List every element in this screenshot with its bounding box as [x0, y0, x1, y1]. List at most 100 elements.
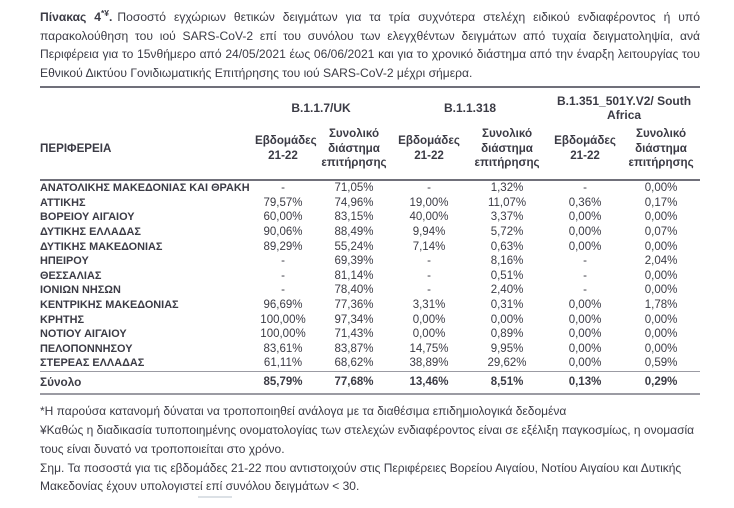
region-cell: ΚΡΗΤΗΣ — [40, 313, 85, 326]
region-cell: ΗΠΕΙΡΟΥ — [40, 255, 89, 268]
subheader-total-b11318: Συνολικό διάστημα επιτήρησης — [466, 124, 549, 181]
subheader-weeks-uk: Εβδομάδες 21-22 — [250, 124, 317, 181]
region-cell: ΑΝΑΤΟΛΙΚΗΣ ΜΑΚΕΔΟΝΙΑΣ ΚΑΙ ΘΡΑΚΗΣ — [40, 182, 250, 195]
value-cell: 0,00% — [568, 211, 602, 224]
region-cell: ΙΟΝΙΩΝ ΝΗΣΩΝ — [40, 284, 121, 297]
value-cell: - — [427, 255, 431, 268]
value-cell: 3,31% — [412, 299, 446, 312]
value-cell: - — [427, 284, 431, 297]
value-cell: 2,04% — [644, 255, 678, 268]
value-cell: 68,62% — [334, 357, 374, 370]
value-cell: 74,96% — [334, 196, 374, 209]
region-column-spacer — [40, 86, 250, 125]
value-cell: 79,57% — [263, 196, 303, 209]
region-cell: ΣΤΕΡΕΑΣ ΕΛΛΑΔΑΣ — [40, 357, 145, 370]
subheader-total-south-africa: Συνολικό διάστημα επιτήρησης — [622, 124, 701, 181]
value-cell: 0,00% — [644, 328, 678, 341]
value-cell: 0,63% — [490, 240, 524, 253]
footnote-distribution: *Η παρούσα κατανομή δύναται να τροποποιη… — [40, 404, 567, 419]
value-cell: 85,79% — [250, 370, 316, 396]
region-cell: ΚΕΝΤΡΙΚΗΣ ΜΑΚΕΔΟΝΙΑΣ — [40, 299, 179, 312]
value-cell: 0,00% — [644, 182, 678, 195]
value-cell: 7,14% — [412, 240, 446, 253]
value-cell: 38,89% — [409, 357, 449, 370]
variant-group-south-africa: B.1.351_501Y.V2/ South Africa — [548, 86, 701, 125]
value-cell: - — [583, 284, 587, 297]
value-cell: 11,07% — [487, 196, 527, 209]
region-cell: ΠΕΛΟΠΟΝΝΗΣΟΥ — [40, 342, 133, 355]
total-label-cell: Σύνολο — [40, 370, 250, 396]
value-cell: - — [427, 182, 431, 195]
value-cell: 0,00% — [568, 342, 602, 355]
value-cell: 0,00% — [644, 313, 678, 326]
value-cell: 40,00% — [409, 211, 449, 224]
value-cell: 100,00% — [260, 313, 306, 326]
variant-group-uk: B.1.1.7/UK — [250, 86, 393, 125]
region-cell: ΒΟΡΕΙΟΥ ΑΙΓΑΙΟΥ — [40, 211, 135, 224]
value-cell: 0,07% — [644, 226, 678, 239]
value-cell: 83,87% — [334, 342, 374, 355]
region-cell: ΔΥΤΙΚΗΣ ΜΑΚΕΔΟΝΙΑΣ — [40, 240, 163, 253]
value-cell: 0,29% — [622, 370, 701, 396]
table-total-row: Σύνολο 85,79% 77,68% 13,46% 8,51% 0,13% 0,29% — [40, 370, 701, 396]
value-cell: - — [583, 255, 587, 268]
table-header: B.1.1.7/UK B.1.1.318 B.1.351_501Y.V2/ So… — [40, 86, 701, 181]
table-row: ΠΕΛΟΠΟΝΝΗΣΟΥ 83,61% 83,87% 14,75% 9,95% 0,00%… — [40, 342, 700, 357]
value-cell: 3,37% — [490, 211, 524, 224]
value-cell: 0,00% — [412, 328, 446, 341]
value-cell: 71,05% — [334, 182, 374, 195]
value-cell: 0,00% — [568, 328, 602, 341]
table-row: ΒΟΡΕΙΟΥ ΑΙΓΑΙΟΥ 60,00% 83,15% 40,00% 3,37% 0,… — [40, 210, 700, 225]
table-row: ΣΤΕΡΕΑΣ ΕΛΛΑΔΑΣ 61,11% 68,62% 38,89% 29,62% 0… — [40, 356, 700, 371]
value-cell: 0,00% — [644, 284, 678, 297]
value-cell: - — [281, 284, 285, 297]
value-cell: 0,00% — [568, 226, 602, 239]
value-cell: 0,31% — [490, 299, 524, 312]
table-row: ΙΟΝΙΩΝ ΝΗΣΩΝ - 78,40% - 2,40% - 0,00% — [40, 283, 700, 298]
value-cell: 0,00% — [644, 211, 678, 224]
value-cell: - — [583, 182, 587, 195]
value-cell: 77,68% — [316, 370, 393, 396]
caption-label-period: . — [109, 10, 113, 24]
cropped-content-artifact — [198, 496, 232, 498]
region-cell: ΘΕΣΣΑΛΙΑΣ — [40, 269, 102, 282]
variant-group-row: B.1.1.7/UK B.1.1.318 B.1.351_501Y.V2/ So… — [40, 86, 701, 125]
value-cell: 19,00% — [409, 196, 449, 209]
value-cell: 0,89% — [490, 328, 524, 341]
value-cell: 8,16% — [490, 255, 524, 268]
value-cell: 0,00% — [568, 357, 602, 370]
value-cell: - — [281, 269, 285, 282]
value-cell: 0,00% — [568, 313, 602, 326]
value-cell: 60,00% — [263, 211, 303, 224]
subheader-weeks-b11318: Εβδομάδες 21-22 — [392, 124, 467, 181]
value-cell: 29,62% — [487, 357, 527, 370]
value-cell: 1,32% — [490, 182, 524, 195]
value-cell: 77,36% — [334, 299, 374, 312]
value-cell: 5,72% — [490, 226, 524, 239]
value-cell: 69,39% — [334, 255, 374, 268]
table-caption: Πίνακας 4*¥. Ποσοστό εγχώριων θετικών δει… — [0, 0, 734, 82]
value-cell: 9,94% — [412, 226, 446, 239]
table-row: ΔΥΤΙΚΗΣ ΕΛΛΑΔΑΣ 90,06% 88,49% 9,94% 5,72% 0,0… — [40, 225, 700, 240]
value-cell: 96,69% — [263, 299, 303, 312]
region-column-header: ΠΕΡΙΦΕΡΕΙΑ — [40, 124, 250, 181]
table-row: ΘΕΣΣΑΛΙΑΣ - 81,14% - 0,51% - 0,00% — [40, 269, 700, 284]
footnote-sample-size: Σημ. Τα ποσοστά για τις εβδομάδες 21-22 … — [40, 460, 682, 494]
table-body: ΑΝΑΤΟΛΙΚΗΣ ΜΑΚΕΔΟΝΙΑΣ ΚΑΙ ΘΡΑΚΗΣ - 71,05% -… — [40, 180, 701, 396]
variant-group-b11318: B.1.1.318 — [392, 86, 549, 125]
value-cell: 0,00% — [644, 342, 678, 355]
value-cell: 89,29% — [263, 240, 303, 253]
value-cell: 13,46% — [392, 370, 467, 396]
table-row: ΚΡΗΤΗΣ 100,00% 97,34% 0,00% 0,00% 0,00% 0,00% — [40, 312, 700, 327]
value-cell: 0,00% — [412, 313, 446, 326]
footnotes: *Η παρούσα κατανομή δύναται να τροποποιη… — [0, 402, 734, 496]
value-cell: 0,17% — [644, 196, 678, 209]
value-cell: 0,00% — [490, 313, 524, 326]
value-cell: 0,59% — [644, 357, 678, 370]
value-cell: 55,24% — [334, 240, 374, 253]
table-row: ΗΠΕΙΡΟΥ - 69,39% - 8,16% - 2,04% — [40, 254, 700, 269]
value-cell: 81,14% — [334, 269, 374, 282]
value-cell: 78,40% — [334, 284, 374, 297]
value-cell: - — [281, 255, 285, 268]
